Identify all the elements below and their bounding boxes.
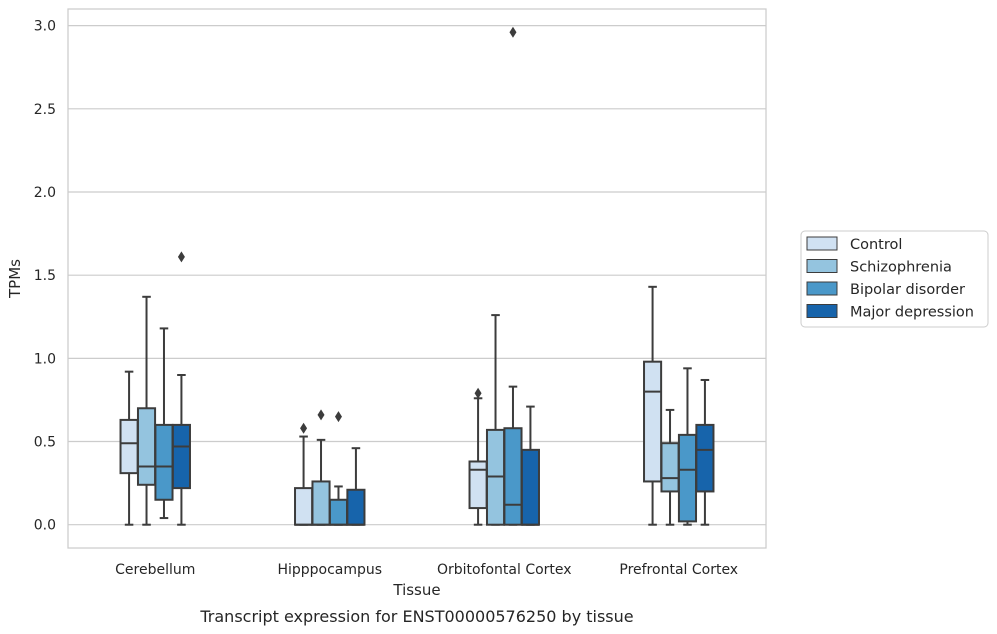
- box-3-0: [643, 285, 663, 526]
- outlier-point: [509, 26, 517, 38]
- iqr-box: [328, 498, 349, 526]
- legend-swatch: [806, 236, 838, 251]
- legend-label: Schizophrenia: [850, 260, 952, 276]
- iqr-box: [294, 487, 314, 526]
- legend-label: Control: [850, 237, 902, 253]
- iqr-box: [154, 423, 174, 501]
- box-1-3: [346, 447, 366, 526]
- iqr-box: [695, 423, 715, 493]
- box-2-0: [468, 387, 488, 526]
- y-tick-label: 0.5: [34, 435, 56, 451]
- box-3-2: [677, 367, 698, 526]
- box-2-3: [520, 405, 540, 526]
- legend-swatch: [806, 259, 838, 273]
- y-tick-label: 0.0: [34, 518, 56, 534]
- box-2-2: [503, 26, 523, 526]
- outlier-point: [334, 411, 342, 423]
- y-tick-label: 1.5: [34, 268, 56, 284]
- legend-label: Bipolar disorder: [850, 282, 965, 298]
- legend-label: Major depression: [850, 305, 974, 321]
- box-0-2: [154, 327, 174, 520]
- outlier-point: [317, 409, 325, 421]
- box-1-0: [294, 422, 314, 526]
- iqr-box: [503, 427, 523, 526]
- iqr-box: [119, 418, 139, 475]
- iqr-box: [677, 433, 698, 523]
- iqr-box: [660, 442, 680, 493]
- y-tick-label: 3.0: [34, 19, 56, 35]
- box-0-3: [171, 251, 191, 526]
- legend: Control Schizophrenia Bipolar disorder Majo…: [800, 230, 989, 328]
- iqr-box: [643, 360, 663, 483]
- y-axis-label: TPMs: [6, 259, 24, 299]
- y-tick-labels: 0.0 0.5 1.0 1.5 2.0 2.5 3.0: [34, 19, 56, 534]
- outlier-point: [300, 422, 308, 434]
- iqr-box: [171, 423, 191, 490]
- iqr-box: [468, 460, 488, 510]
- outlier-point: [474, 387, 482, 399]
- y-tick-label: 1.0: [34, 351, 56, 367]
- legend-swatch: [806, 281, 838, 296]
- box-2-1: [485, 314, 506, 526]
- y-tick-label: 2.5: [34, 102, 56, 118]
- box-groups: [119, 26, 715, 526]
- iqr-box: [520, 448, 540, 526]
- legend-frame: [800, 230, 989, 328]
- iqr-box: [346, 488, 366, 526]
- x-tick-label: Prefrontal Cortex: [619, 562, 738, 578]
- iqr-box: [136, 407, 157, 486]
- x-axis-label: Tissue: [392, 581, 440, 599]
- y-tick-label: 2.0: [34, 185, 56, 201]
- x-tick-label: Cerebellum: [115, 562, 195, 578]
- box-0-0: [119, 370, 139, 526]
- x-tick-label: Orbitofontal Cortex: [437, 562, 572, 578]
- outlier-point: [177, 251, 185, 263]
- plot-frame: [67, 8, 767, 549]
- x-tick-labels: Cerebellum Hipppocampus Orbitofontal Corte…: [115, 562, 738, 578]
- x-tick-label: Hipppocampus: [277, 562, 382, 578]
- box-3-3: [695, 378, 715, 526]
- iqr-box: [311, 480, 331, 526]
- chart-caption: Transcript expression for ENST0000057625…: [199, 607, 633, 626]
- legend-swatch: [806, 304, 838, 318]
